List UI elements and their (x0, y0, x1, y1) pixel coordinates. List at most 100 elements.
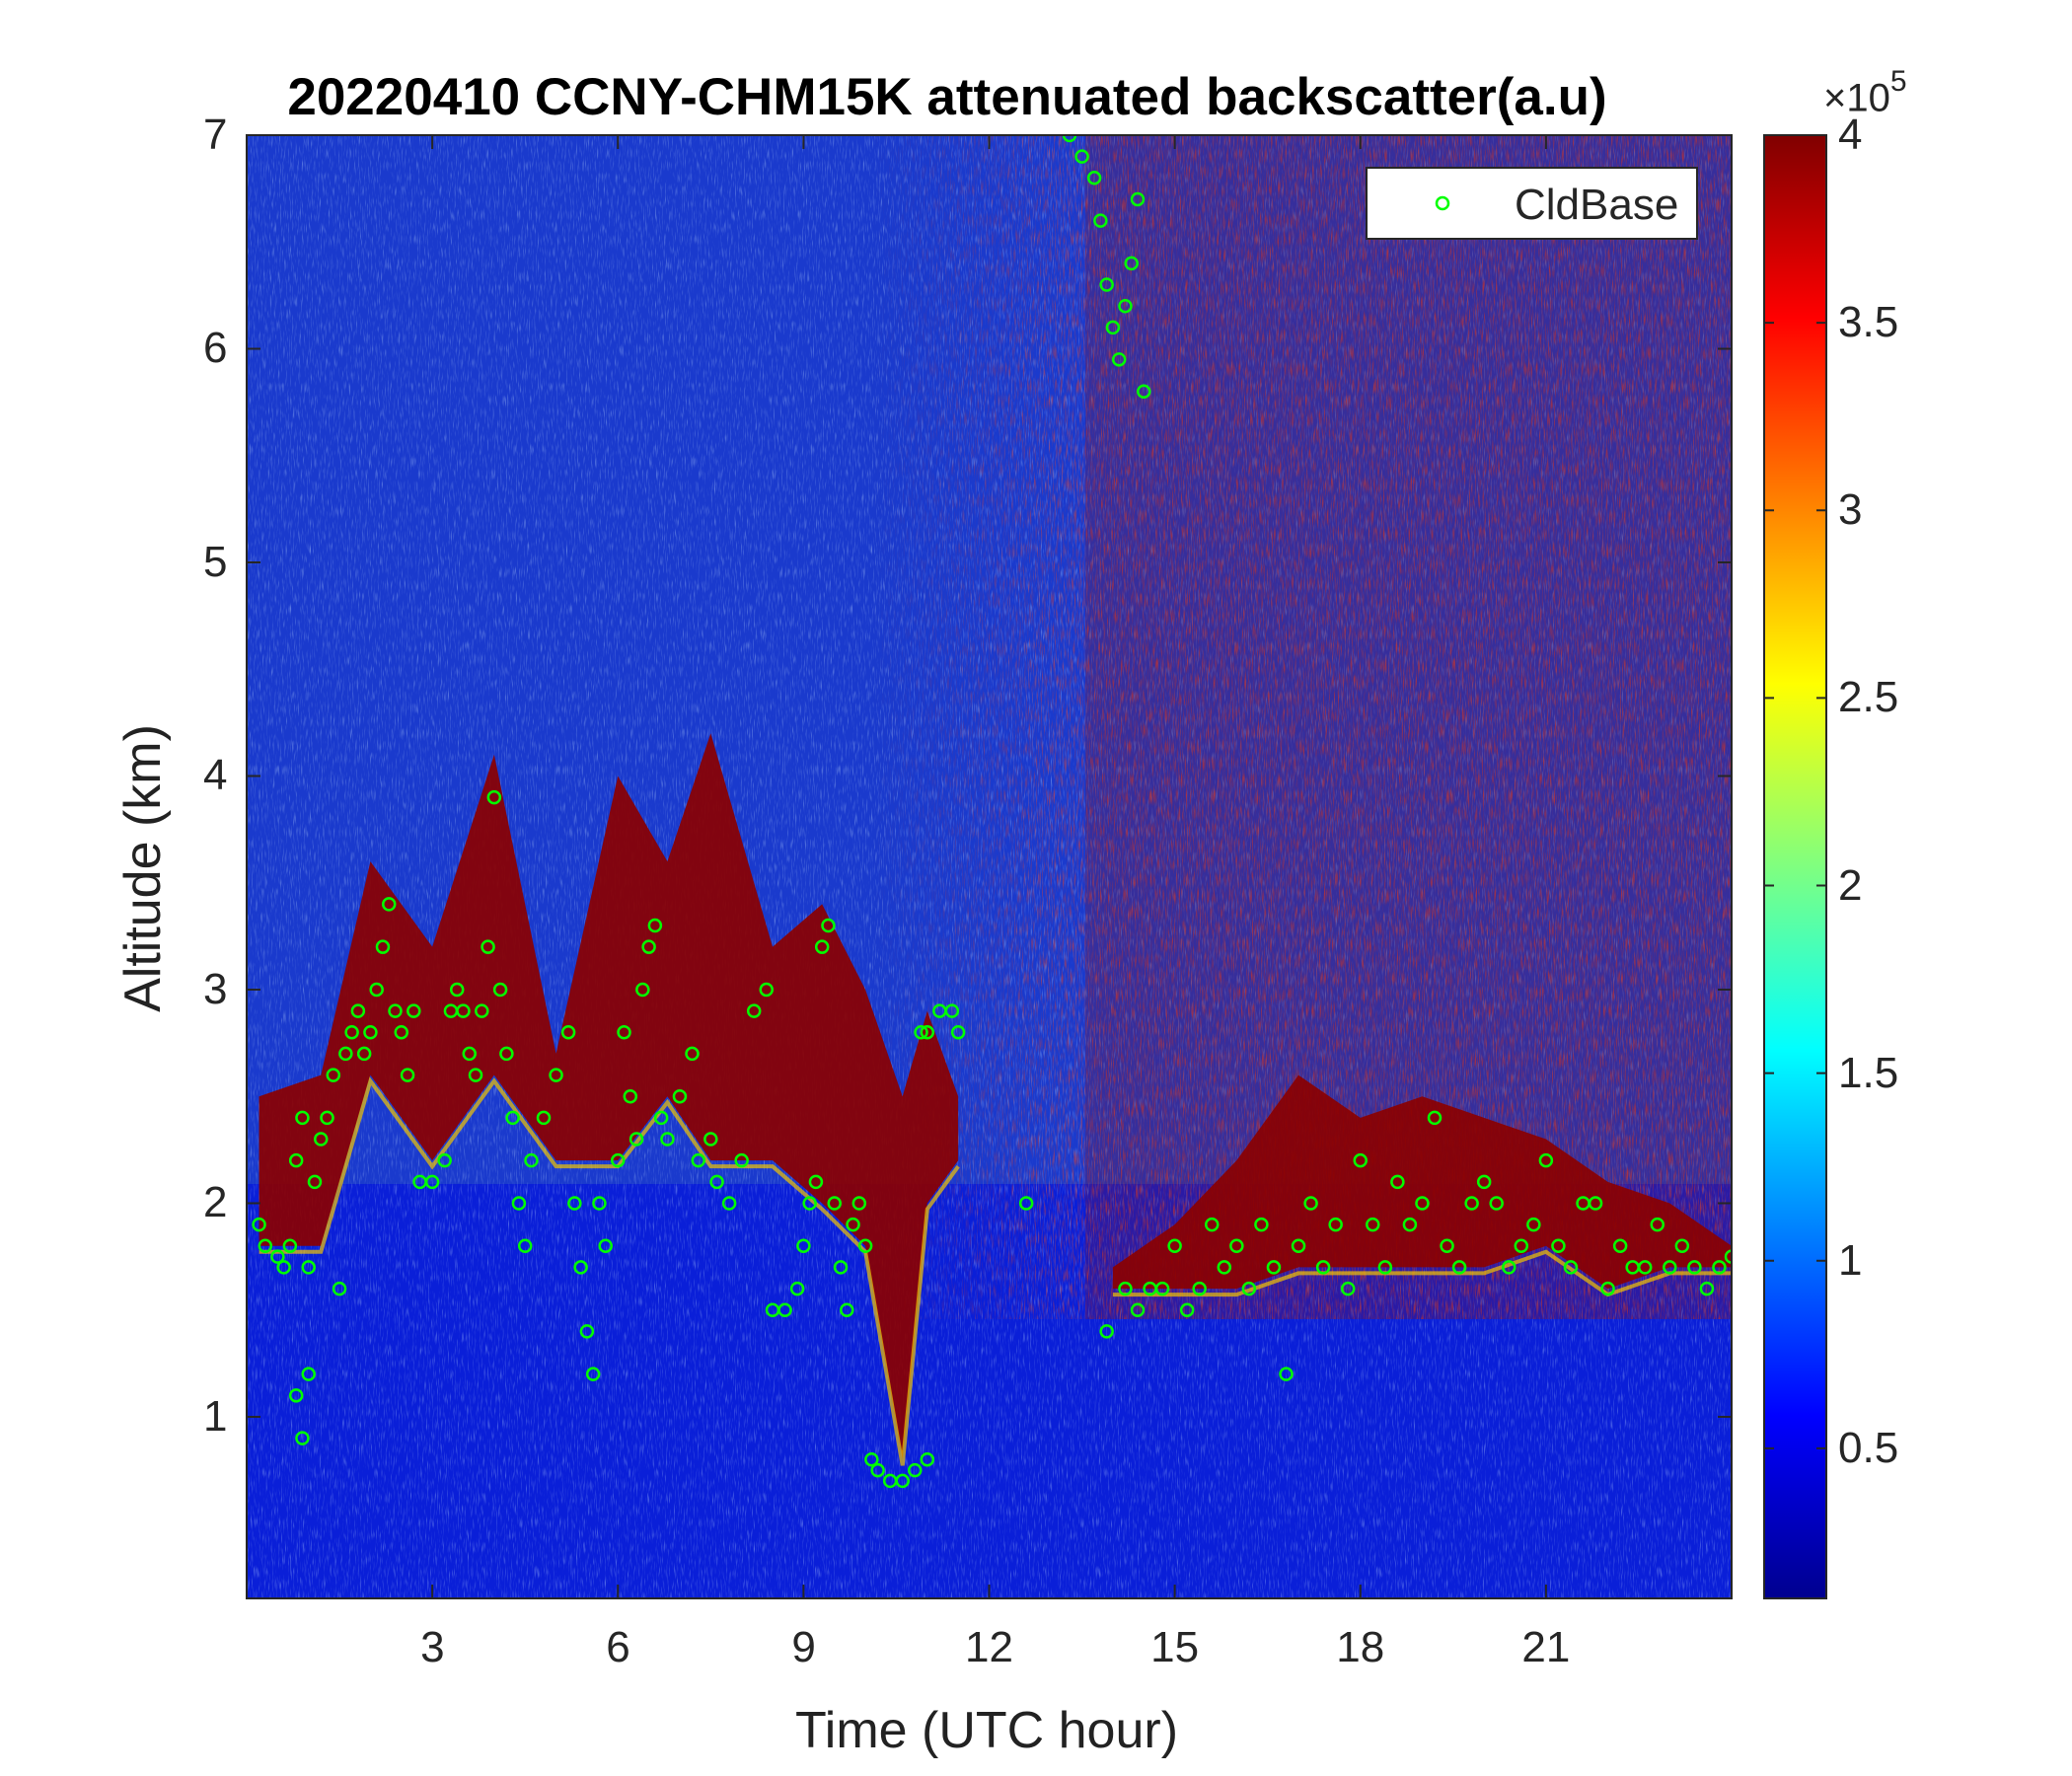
cldbase-point (350, 1003, 366, 1018)
cldbase-point (585, 1367, 601, 1381)
colorbar-tick-label: 3.5 (1838, 298, 1899, 347)
colorbar-tick-label: 0.5 (1838, 1423, 1899, 1472)
cloud-layers (259, 733, 1732, 1466)
cldbase-point (1600, 1281, 1615, 1296)
colorbar-tick-label: 1.5 (1838, 1048, 1899, 1097)
cldbase-point (301, 1367, 316, 1381)
cldbase-point (407, 1003, 421, 1018)
cldbase-point (1266, 1260, 1282, 1275)
cldbase-point (424, 1174, 440, 1190)
y-tick-label: 5 (203, 537, 228, 586)
y-axis-ticks (247, 134, 1732, 1418)
cldbase-point (691, 1152, 706, 1168)
cldbase-point (462, 1046, 477, 1062)
cldbase-point (288, 1388, 304, 1403)
x-axis-label: Time (UTC hour) (794, 1702, 1179, 1759)
cldbase-point (1105, 320, 1121, 335)
cldbase-point (1137, 384, 1151, 400)
x-tick-label: 15 (1150, 1623, 1200, 1671)
cldbase-point (623, 1088, 638, 1104)
legend-marker-cldbase (1435, 195, 1450, 211)
cldbase-point (846, 1217, 860, 1232)
x-tick-label: 12 (965, 1623, 1013, 1671)
cldbase-point (1663, 1260, 1677, 1275)
cldbase-point (486, 789, 502, 805)
cldbase-point (1291, 1238, 1306, 1254)
cldbase-point (1538, 1152, 1554, 1168)
cldbase-point (437, 1152, 452, 1168)
x-axis-ticks (431, 135, 1547, 1598)
cldbase-point (1279, 1367, 1294, 1381)
x-tick-label: 21 (1521, 1623, 1571, 1671)
cldbase-point (499, 1046, 514, 1062)
cldbase-point (326, 1068, 341, 1082)
cldbase-point (295, 1110, 310, 1126)
cldbase-point (282, 1238, 298, 1254)
cldbase-point (617, 1025, 631, 1040)
cldbase-point (1514, 1238, 1529, 1254)
cldbase-point (1366, 1217, 1380, 1232)
cldbase-point (908, 1462, 923, 1478)
cldbase-point (1093, 213, 1108, 228)
cldbase-point (1118, 298, 1133, 314)
legend-label-cldbase: CldBase (1515, 181, 1679, 229)
cldbase-point (456, 1003, 471, 1018)
cldbase-point (1192, 1281, 1207, 1296)
cldbase-point (944, 1003, 960, 1018)
cldbase-point (1062, 135, 1077, 143)
x-tick-label: 18 (1336, 1623, 1385, 1671)
colorbar (1763, 134, 1827, 1599)
cldbase-point (288, 1152, 304, 1168)
cldbase-point (1074, 149, 1089, 164)
chart-title: 20220410 CCNY-CHM15K attenuated backscat… (287, 68, 1607, 126)
colorbar-tick-label: 4 (1838, 111, 1863, 159)
cldbase-point (270, 1249, 285, 1264)
cldbase-point (320, 1110, 334, 1126)
cldbase-point (307, 1174, 323, 1190)
cldbase-point (802, 1196, 817, 1211)
cldbase-point (1086, 171, 1102, 185)
cldbase-point (814, 939, 830, 954)
cldbase-point (295, 1431, 310, 1445)
cldbase-point (1699, 1281, 1715, 1296)
cldbase-point (840, 1302, 854, 1317)
cldbase-point (1124, 256, 1139, 271)
colorbar-exponent-power: 5 (1889, 65, 1907, 98)
cldbase-point (1674, 1238, 1690, 1254)
x-tick-label: 6 (606, 1623, 630, 1671)
cldbase-point (1205, 1217, 1220, 1232)
cldbase-point (1315, 1260, 1331, 1275)
colorbar-tick-label: 1 (1838, 1235, 1863, 1285)
y-tick-label: 2 (203, 1178, 228, 1227)
cldbase-point (685, 1046, 700, 1062)
cldbase-point (1440, 1238, 1454, 1254)
cldbase-point (721, 1196, 737, 1211)
cldbase-point (1476, 1174, 1492, 1190)
cldbase-point (833, 1260, 849, 1275)
cldbase-point (276, 1260, 291, 1275)
cldbase-point (449, 982, 465, 998)
cldbase-point (629, 1132, 644, 1147)
cldbase-point (1303, 1196, 1318, 1211)
cldbase-point (363, 1025, 378, 1040)
cldbase-point (1130, 1302, 1146, 1317)
heatmap-area (247, 135, 1732, 1598)
cldbase-point (1489, 1196, 1504, 1211)
cldbase-point (1502, 1260, 1517, 1275)
colorbar-exponent-base: ×10 (1823, 76, 1890, 120)
cldbase-point (1377, 1260, 1393, 1275)
cldbase-markers (252, 135, 1732, 1489)
cldbase-point (653, 1110, 669, 1126)
cldbase-point (381, 897, 397, 912)
cldbase-point (258, 1238, 273, 1254)
x-tick-label: 3 (420, 1623, 445, 1671)
cldbase-point (870, 1462, 885, 1478)
y-tick-label: 4 (203, 751, 228, 800)
cldbase-point (827, 1196, 842, 1211)
cldbase-point (1712, 1260, 1727, 1275)
cloud-layer-edge (1112, 1249, 1732, 1297)
cldbase-point (567, 1196, 582, 1211)
cldbase-point (1390, 1174, 1405, 1190)
colorbar-ticks (1764, 134, 1826, 1449)
cldbase-point (864, 1452, 879, 1467)
